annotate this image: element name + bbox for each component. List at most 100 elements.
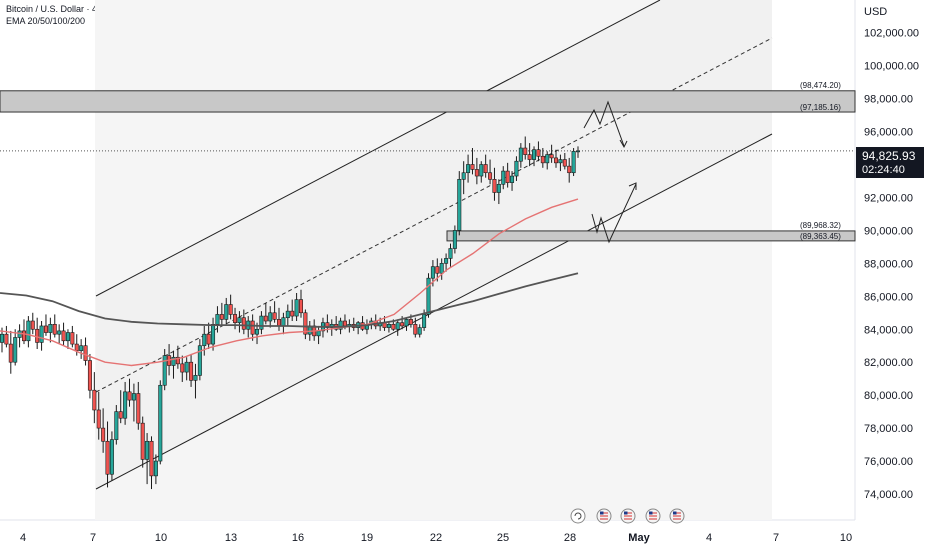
candle-body: [496, 183, 501, 193]
candle: [109, 431, 114, 481]
candle-body: [259, 315, 264, 330]
candle-body: [400, 322, 405, 327]
candle: [457, 171, 462, 236]
candle: [298, 289, 303, 318]
candle: [87, 353, 92, 399]
candle-body: [488, 172, 493, 180]
time-tick-label: 25: [497, 532, 509, 544]
candle: [52, 314, 57, 338]
candle-body: [474, 169, 479, 177]
candle-body: [101, 427, 106, 442]
price-tick-label: 76,000.00: [864, 456, 913, 468]
candle-body: [4, 333, 9, 345]
candle: [57, 324, 62, 345]
price-tick-label: 86,000.00: [864, 291, 913, 303]
candle-body: [255, 328, 260, 335]
us-flag-event-icon[interactable]: [645, 508, 661, 524]
candle: [228, 294, 233, 320]
candle: [171, 350, 176, 379]
candle-body: [180, 363, 185, 373]
time-tick-label: 4: [706, 532, 712, 544]
candle-body: [408, 319, 413, 325]
candle: [13, 329, 18, 366]
candle-body: [35, 328, 40, 343]
candle: [158, 380, 163, 465]
candle-body: [316, 330, 321, 337]
candle: [105, 421, 110, 488]
price-zones: (98,474.20) (97,185.16) (89,968.32) (89,363…: [0, 81, 856, 242]
candle: [145, 433, 150, 485]
candle-body: [65, 332, 70, 342]
candle-body: [549, 154, 554, 159]
candle: [268, 306, 273, 328]
time-tick-label: 10: [840, 532, 852, 544]
candle: [35, 317, 40, 350]
event-icons[interactable]: [570, 508, 685, 524]
candle-body: [184, 361, 189, 373]
candle: [83, 337, 88, 366]
candle-body: [136, 393, 141, 424]
candle: [488, 159, 493, 185]
candle: [492, 167, 497, 201]
time-tick-label: 28: [564, 532, 576, 544]
candle-body: [197, 345, 202, 376]
candle-body: [123, 391, 128, 419]
candle-body: [268, 312, 273, 322]
candle: [501, 166, 506, 190]
candle: [259, 311, 264, 335]
candle: [483, 154, 488, 178]
candle-body: [294, 299, 299, 317]
candle-body: [21, 330, 26, 342]
candle: [386, 321, 391, 333]
candle: [575, 146, 580, 158]
time-axis[interactable]: 4 7 10 13 16 19 22 25 28 May 4 7 10: [20, 532, 852, 544]
price-tick-label: 82,000.00: [864, 357, 913, 369]
candle-body: [96, 409, 101, 429]
candle-body: [228, 304, 233, 315]
price-axis[interactable]: USD 74,000.00 76,000.00 78,000.00 80,000.00…: [864, 6, 919, 501]
candle-body: [219, 314, 224, 320]
time-tick-label: 7: [773, 532, 779, 544]
candle: [189, 353, 194, 387]
candle-body: [131, 393, 136, 401]
candle: [123, 381, 128, 425]
us-flag-event-icon[interactable]: [620, 508, 636, 524]
zone-box-2: [446, 230, 856, 242]
candle: [567, 157, 572, 183]
bar-countdown: 02:24:40: [862, 164, 905, 176]
candle: [149, 436, 154, 490]
candle: [114, 405, 119, 445]
candle: [417, 324, 422, 338]
candle: [39, 321, 44, 351]
candle-body: [153, 460, 158, 477]
candle: [17, 324, 22, 348]
candle: [470, 148, 475, 175]
candle-body: [118, 411, 123, 419]
candle-body: [562, 159, 567, 167]
candle-body: [285, 310, 290, 319]
candle-body: [527, 154, 532, 160]
candle: [162, 349, 167, 391]
candle-body: [404, 319, 409, 327]
candle: [30, 312, 35, 335]
price-tick-label: 96,000.00: [864, 127, 913, 139]
zone-top-label-2: (89,968.32): [800, 221, 841, 230]
candle: [26, 316, 31, 348]
zone-top-label-1: (98,474.20): [800, 81, 841, 90]
price-tick-label: 98,000.00: [864, 94, 913, 106]
price-tick-label: 90,000.00: [864, 225, 913, 237]
candle-body: [250, 320, 255, 335]
us-flag-event-icon[interactable]: [596, 508, 612, 524]
events-toggle-icon[interactable]: [570, 508, 586, 524]
us-flag-event-icon[interactable]: [669, 508, 685, 524]
candle-body: [505, 170, 510, 183]
candle: [21, 319, 26, 345]
time-tick-label: 22: [430, 532, 442, 544]
candle-body: [554, 157, 559, 164]
candle-body: [290, 310, 295, 317]
candle: [518, 143, 523, 168]
candle-body: [171, 356, 176, 366]
candle: [206, 322, 211, 350]
